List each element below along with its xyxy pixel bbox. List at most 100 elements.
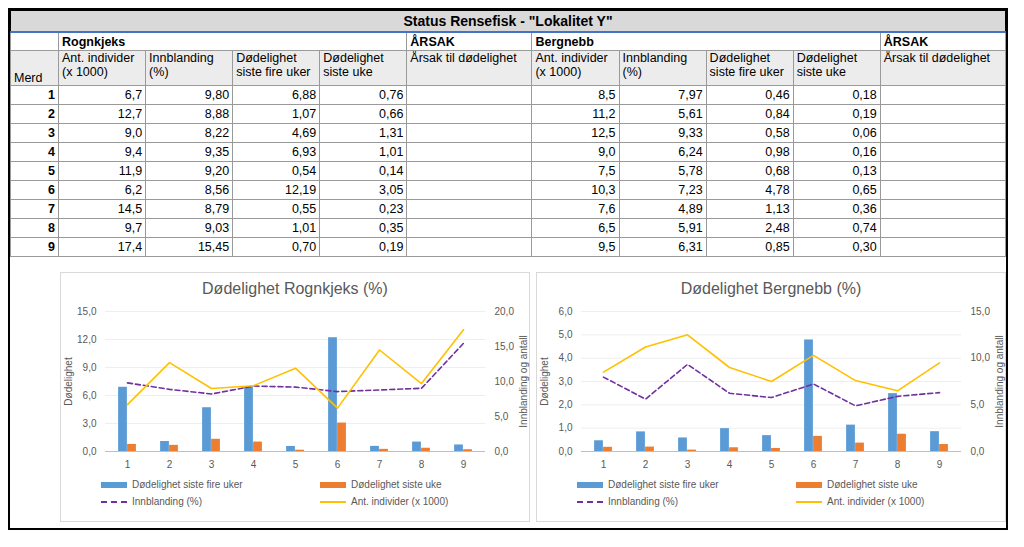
svg-text:2,0: 2,0 <box>559 399 573 410</box>
html-text:12,7: 12,7 <box>117 107 143 121</box>
html-text:Ant. individer (x 1000): Ant. individer (x 1000) <box>62 51 135 79</box>
svg-text:15,0: 15,0 <box>77 306 97 317</box>
html-text:Rognkjeks: Rognkjeks <box>62 34 126 49</box>
svg-text:Dødelighet: Dødelighet <box>539 357 550 406</box>
svg-text:9: 9 <box>937 459 943 470</box>
svg-text:Innblanding og antall: Innblanding og antall <box>518 335 529 427</box>
svg-text:7: 7 <box>853 459 859 470</box>
html-text:0,18: 0,18 <box>852 88 877 102</box>
html-text:9,0: 9,0 <box>124 126 143 140</box>
svg-text:3,0: 3,0 <box>559 376 573 387</box>
svg-text:15,0: 15,0 <box>495 341 515 352</box>
html-text:Innblanding (%): Innblanding (%) <box>149 51 214 79</box>
html-text:1,01: 1,01 <box>379 145 404 159</box>
html-text:7,5: 7,5 <box>598 164 616 178</box>
svg-text:9: 9 <box>461 459 467 470</box>
html-text:6,93: 6,93 <box>291 145 317 159</box>
html-text:Status Rensefisk - "Lokalitet: Status Rensefisk - "Lokalitet Y" <box>403 13 613 29</box>
svg-text:1: 1 <box>125 459 131 470</box>
html-text:7,97: 7,97 <box>678 88 703 102</box>
html-text:1,07: 1,07 <box>291 107 317 121</box>
html-text:1,31: 1,31 <box>379 126 404 140</box>
html-text:Dødelighet siste uke: Dødelighet siste uke <box>796 51 858 79</box>
html-text:4,69: 4,69 <box>291 126 317 140</box>
svg-text:10,0: 10,0 <box>495 376 515 387</box>
html-text:ÅRSAK: ÅRSAK <box>883 34 929 49</box>
html-text:Dødelighet siste uke: Dødelighet siste uke <box>323 51 384 79</box>
svg-text:1: 1 <box>601 459 607 470</box>
svg-text:Innblanding og antall: Innblanding og antall <box>994 335 1005 427</box>
html-text:9,35: 9,35 <box>204 145 230 159</box>
html-text:11,9: 11,9 <box>118 164 143 178</box>
html-text:Årsak til dødelighet: Årsak til dødelighet <box>410 51 517 65</box>
html-text:5,78: 5,78 <box>678 164 703 178</box>
svg-text:5: 5 <box>769 459 775 470</box>
html-text:0,76: 0,76 <box>379 88 404 102</box>
svg-text:12,0: 12,0 <box>77 334 97 345</box>
svg-text:7: 7 <box>377 459 383 470</box>
html-text:9,4: 9,4 <box>124 145 143 159</box>
svg-text:0,0: 0,0 <box>83 446 97 457</box>
svg-text:5: 5 <box>293 459 299 470</box>
svg-text:Dødelighet: Dødelighet <box>63 357 74 406</box>
html-text:12,5: 12,5 <box>591 126 616 140</box>
html-text:9,33: 9,33 <box>678 126 703 140</box>
svg-text:15,0: 15,0 <box>971 306 991 317</box>
html-text:Innblanding (%): Innblanding (%) <box>622 51 688 79</box>
svg-text:6: 6 <box>335 459 341 470</box>
svg-text:0,0: 0,0 <box>559 446 573 457</box>
svg-text:4,0: 4,0 <box>559 352 573 363</box>
html-text:8,88: 8,88 <box>204 107 230 121</box>
html-text:Dødelighet siste fire uker: Dødelighet siste fire uker <box>236 51 311 79</box>
svg-text:6: 6 <box>811 459 817 470</box>
svg-text:3: 3 <box>685 459 691 470</box>
html-text:Ant. individer (x 1000): Ant. individer (x 1000) <box>535 51 608 79</box>
html-text:0,16: 0,16 <box>852 145 877 159</box>
html-text:Bergnebb: Bergnebb <box>535 34 594 49</box>
html-text:ÅRSAK: ÅRSAK <box>410 34 455 49</box>
svg-text:0,0: 0,0 <box>971 446 985 457</box>
html-text:0,66: 0,66 <box>379 107 404 121</box>
html-text:0,06: 0,06 <box>852 126 877 140</box>
html-text:Merd: Merd <box>14 71 43 85</box>
html-text:8,22: 8,22 <box>204 126 230 140</box>
html-text:6,88: 6,88 <box>291 88 317 102</box>
svg-text:8: 8 <box>419 459 425 470</box>
html-text:9,0: 9,0 <box>598 145 616 159</box>
html-text:9,80: 9,80 <box>204 88 230 102</box>
svg-text:1,0: 1,0 <box>559 422 573 433</box>
html-text:0,98: 0,98 <box>765 145 790 159</box>
svg-text:3: 3 <box>209 459 215 470</box>
svg-text:2: 2 <box>167 459 173 470</box>
html-text:0,58: 0,58 <box>765 126 790 140</box>
html-text:9,20: 9,20 <box>204 164 230 178</box>
svg-text:5,0: 5,0 <box>971 399 985 410</box>
svg-text:4: 4 <box>251 459 257 470</box>
svg-text:0,0: 0,0 <box>495 446 509 457</box>
svg-text:5,0: 5,0 <box>559 329 573 340</box>
svg-text:6,0: 6,0 <box>83 390 97 401</box>
html-text:6,24: 6,24 <box>678 145 703 159</box>
svg-text:8: 8 <box>895 459 901 470</box>
html-text:11,2: 11,2 <box>592 107 616 121</box>
html-text:0,54: 0,54 <box>291 164 317 178</box>
html-text:0,84: 0,84 <box>765 107 790 121</box>
html-text:6,7: 6,7 <box>124 88 143 102</box>
html-text:Årsak til dødelighet: Årsak til dødelighet <box>883 51 991 65</box>
svg-text:2: 2 <box>643 459 649 470</box>
html-text:8,5: 8,5 <box>598 88 616 102</box>
html-text:Dødelighet Bergnebb (%): Dødelighet Bergnebb (%) <box>680 280 862 297</box>
html-text:0,14: 0,14 <box>379 164 404 178</box>
html-text:0,19: 0,19 <box>852 107 877 121</box>
svg-text:20,0: 20,0 <box>495 306 515 317</box>
svg-text:6,0: 6,0 <box>559 306 573 317</box>
svg-text:10,0: 10,0 <box>971 352 991 363</box>
svg-text:3,0: 3,0 <box>83 418 97 429</box>
html-text:Dødelighet siste fire uker: Dødelighet siste fire uker <box>709 51 784 79</box>
html-text:5,61: 5,61 <box>678 107 703 121</box>
html-text:0,46: 0,46 <box>765 88 790 102</box>
svg-text:5,0: 5,0 <box>495 411 509 422</box>
svg-text:9,0: 9,0 <box>83 362 97 373</box>
html-text:Dødelighet Rognkjeks (%): Dødelighet Rognkjeks (%) <box>202 280 388 297</box>
svg-text:4: 4 <box>727 459 733 470</box>
